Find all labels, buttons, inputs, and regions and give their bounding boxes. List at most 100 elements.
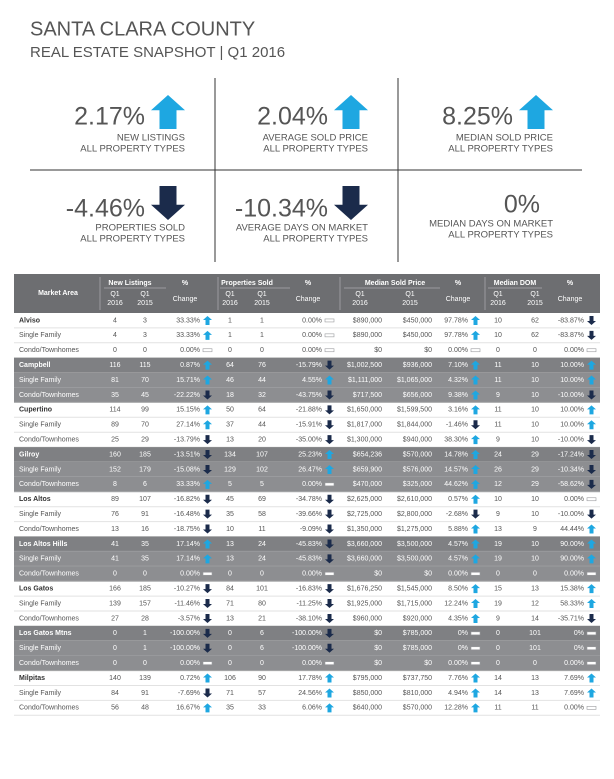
market-area: Cupertino [19, 407, 52, 414]
change-icon [586, 497, 597, 502]
market-area: Condo/Townhomes [19, 526, 79, 533]
cell: 13 [226, 541, 234, 548]
cell: 44.44% [560, 526, 584, 533]
cell: 134 [224, 451, 236, 458]
cell: 97.78% [444, 317, 468, 324]
year-label: 2016 [107, 300, 123, 307]
cell: 0 [228, 660, 232, 667]
change-icon [587, 375, 596, 385]
change-icon [587, 613, 596, 623]
change-icon [587, 420, 596, 430]
cell: 15.15% [176, 407, 200, 414]
cell: 0.00% [302, 332, 322, 339]
cell: 81 [111, 377, 119, 384]
cell: 33.33% [176, 332, 200, 339]
cell: 7.10% [448, 362, 468, 369]
cell: $659,900 [353, 466, 382, 473]
cell: 20 [258, 436, 266, 443]
cell: $785,000 [403, 645, 432, 652]
cell: 13 [494, 526, 502, 533]
cell: 9 [496, 436, 500, 443]
cell: 11 [494, 362, 501, 369]
cell: 114 [109, 407, 120, 414]
change-label: Change [558, 296, 583, 303]
cell: 11 [494, 377, 501, 384]
cell: 17.14% [176, 541, 200, 548]
change-icon [203, 584, 212, 594]
cell: 0.00% [180, 347, 200, 354]
change-icon [471, 703, 480, 713]
change-icon [325, 390, 334, 400]
market-area: Condo/Townhomes [19, 436, 79, 443]
cell: -13.51% [174, 451, 200, 458]
cell: -10.00% [558, 511, 584, 518]
cell: 10 [226, 526, 234, 533]
kpi-arrow [334, 95, 368, 129]
cell: 0 [113, 571, 117, 578]
cell: 26 [494, 466, 502, 473]
cell: 35 [111, 392, 119, 399]
cell: -15.79% [296, 362, 322, 369]
change-icon [202, 571, 213, 576]
change-icon [203, 330, 212, 340]
market-area: Los Gatos [19, 585, 53, 592]
cell: 38.30% [444, 436, 468, 443]
market-area: Single Family [19, 511, 62, 518]
change-label: Change [173, 296, 198, 303]
market-area: Los Gatos Mtns [19, 630, 72, 637]
row-bg [14, 372, 600, 388]
cell: 10.00% [560, 377, 584, 384]
cell: 91 [141, 511, 149, 518]
cell: 0 [496, 347, 500, 354]
change-icon [203, 450, 212, 460]
cell: 11 [494, 422, 501, 429]
cell: 4.35% [448, 615, 468, 622]
cell: 139 [109, 600, 121, 607]
cell: 7.76% [448, 675, 468, 682]
row-bg [14, 462, 600, 477]
change-icon [471, 420, 480, 430]
cell: 3 [143, 332, 147, 339]
cell: $795,000 [353, 675, 382, 682]
cell: 10 [494, 332, 502, 339]
cell: 7.69% [564, 690, 584, 697]
cell: 179 [139, 466, 151, 473]
cell: 6 [260, 645, 264, 652]
cell: $656,000 [403, 392, 432, 399]
cell: 160 [109, 451, 121, 458]
cell: 29 [531, 451, 539, 458]
cell: 3.16% [448, 407, 468, 414]
cell: 9.38% [448, 392, 468, 399]
cell: 0 [496, 571, 500, 578]
cell: 48 [141, 705, 149, 712]
change-icon [203, 673, 212, 683]
cell: 10 [531, 377, 539, 384]
cell: $470,000 [353, 481, 382, 488]
cell: 11 [494, 407, 501, 414]
cell: -43.75% [296, 392, 322, 399]
year-label: 2015 [254, 300, 270, 307]
change-icon [203, 390, 212, 400]
cell: $1,925,000 [347, 600, 382, 607]
cell: 0.57% [448, 496, 468, 503]
cell: 101 [529, 630, 541, 637]
cell: 33.33% [176, 481, 200, 488]
cell: -100.00% [170, 645, 200, 652]
change-icon [471, 494, 480, 504]
cell: 32 [258, 392, 266, 399]
change-icon [587, 464, 596, 474]
cell: -35.00% [296, 436, 322, 443]
cell: 33.33% [176, 317, 200, 324]
cell: 10.00% [560, 422, 584, 429]
change-icon [586, 571, 597, 576]
cell: 152 [109, 466, 121, 473]
cell: 0 [143, 571, 147, 578]
cell: -83.87% [558, 332, 584, 339]
change-icon [325, 599, 334, 609]
cell: 1 [228, 317, 232, 324]
cell: $1,065,000 [397, 377, 432, 384]
cell: 21 [258, 615, 266, 622]
cell: -10.00% [558, 436, 584, 443]
cell: -16.48% [174, 511, 200, 518]
cell: 8.50% [448, 585, 468, 592]
